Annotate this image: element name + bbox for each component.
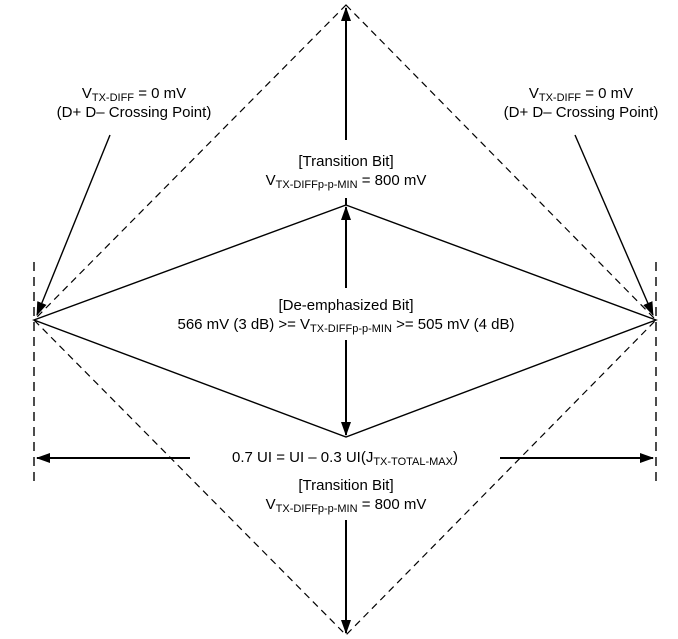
right-crossing-label: VTX-DIFF = 0 mV (D+ D– Crossing Point) [504,84,659,122]
right-crossing-voltage: VTX-DIFF = 0 mV [528,85,634,104]
top-transition-voltage: VTX-DIFFp-p-MIN = 800 mV [265,172,427,191]
top-transition-label: [Transition Bit] VTX-DIFFp-p-MIN = 800 m… [265,152,427,191]
top-transition-title: [Transition Bit] [298,153,394,170]
right-crossing-leader [574,134,654,316]
left-crossing-note: (D+ D– Crossing Point) [56,104,212,121]
deemphasized-label: [De-emphasized Bit] 566 mV (3 dB) >= VTX… [177,296,515,335]
deemphasized-title: [De-emphasized Bit] [278,297,414,314]
left-crossing-voltage: VTX-DIFF = 0 mV [81,85,187,104]
bottom-transition-label: [Transition Bit] VTX-DIFFp-p-MIN = 800 m… [265,476,427,515]
transition-eye-dashed [33,4,657,636]
right-crossing-note: (D+ D– Crossing Point) [503,104,659,121]
bottom-transition-title: [Transition Bit] [298,477,394,494]
bottom-transition-voltage: VTX-DIFFp-p-MIN = 800 mV [265,496,427,515]
left-crossing-label: VTX-DIFF = 0 mV (D+ D– Crossing Point) [57,84,212,122]
left-crossing-leader [36,134,111,316]
deemphasized-eye-solid [31,204,658,438]
deemphasized-range: 566 mV (3 dB) >= VTX-DIFFp-p-MIN >= 505 … [177,316,515,335]
ui-width-label: 0.7 UI = UI – 0.3 UI(JTX-TOTAL-MAX) [232,449,458,468]
